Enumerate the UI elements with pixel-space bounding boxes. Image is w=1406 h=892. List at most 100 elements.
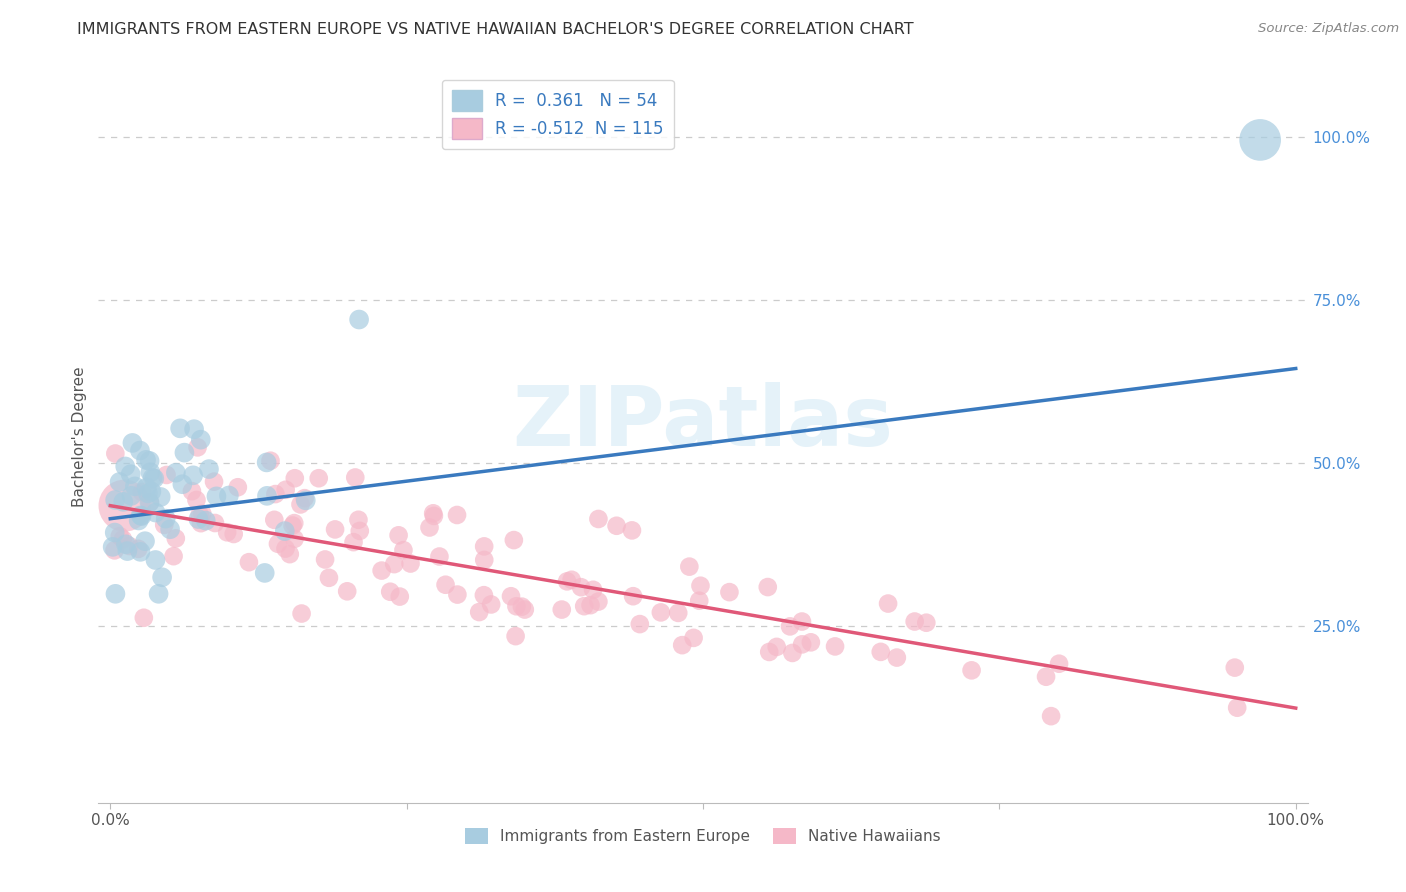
Point bbox=[682, 631, 704, 645]
Point bbox=[155, 467, 177, 482]
Point bbox=[1226, 700, 1249, 714]
Point bbox=[139, 495, 162, 509]
Point bbox=[274, 524, 297, 538]
Point bbox=[118, 539, 141, 553]
Point bbox=[505, 629, 527, 643]
Point bbox=[112, 495, 135, 509]
Point bbox=[323, 523, 346, 537]
Point bbox=[190, 516, 212, 531]
Point bbox=[218, 488, 240, 502]
Point bbox=[204, 516, 226, 530]
Point bbox=[689, 579, 711, 593]
Point bbox=[472, 540, 495, 554]
Point bbox=[688, 593, 710, 607]
Point bbox=[129, 508, 152, 523]
Point bbox=[143, 471, 166, 485]
Point bbox=[139, 465, 162, 479]
Point bbox=[314, 552, 336, 566]
Point bbox=[499, 589, 522, 603]
Point bbox=[101, 540, 124, 554]
Point bbox=[904, 615, 927, 629]
Text: IMMIGRANTS FROM EASTERN EUROPE VS NATIVE HAWAIIAN BACHELOR'S DEGREE CORRELATION : IMMIGRANTS FROM EASTERN EUROPE VS NATIVE… bbox=[77, 22, 914, 37]
Point bbox=[877, 597, 900, 611]
Point bbox=[502, 533, 524, 547]
Point bbox=[472, 588, 495, 602]
Point bbox=[226, 480, 249, 494]
Y-axis label: Bachelor's Degree: Bachelor's Degree bbox=[72, 367, 87, 508]
Point bbox=[256, 455, 278, 469]
Point bbox=[104, 446, 127, 460]
Point bbox=[561, 573, 583, 587]
Point bbox=[194, 514, 217, 528]
Point bbox=[628, 617, 651, 632]
Point bbox=[135, 481, 157, 495]
Point bbox=[256, 489, 278, 503]
Point bbox=[790, 615, 813, 629]
Point bbox=[162, 549, 184, 564]
Point bbox=[114, 499, 136, 513]
Point bbox=[181, 468, 204, 483]
Point bbox=[800, 635, 823, 649]
Point bbox=[104, 587, 127, 601]
Point bbox=[141, 484, 163, 499]
Point bbox=[283, 532, 305, 546]
Point bbox=[792, 637, 814, 651]
Point bbox=[1040, 709, 1063, 723]
Point bbox=[380, 584, 402, 599]
Point bbox=[148, 587, 170, 601]
Point bbox=[418, 520, 440, 534]
Point bbox=[758, 645, 780, 659]
Point bbox=[290, 498, 312, 512]
Point bbox=[145, 506, 167, 520]
Point bbox=[468, 605, 491, 619]
Point bbox=[344, 470, 367, 484]
Point bbox=[150, 570, 173, 584]
Point bbox=[138, 495, 160, 509]
Point bbox=[582, 582, 605, 597]
Point bbox=[103, 543, 125, 558]
Point bbox=[198, 462, 221, 476]
Point bbox=[756, 580, 779, 594]
Point bbox=[278, 547, 301, 561]
Point bbox=[446, 508, 468, 522]
Point bbox=[159, 522, 181, 536]
Point bbox=[569, 580, 592, 594]
Point bbox=[205, 489, 228, 503]
Point bbox=[294, 491, 316, 505]
Point bbox=[1035, 670, 1057, 684]
Point bbox=[172, 477, 194, 491]
Point bbox=[765, 640, 787, 654]
Point bbox=[165, 466, 187, 480]
Point bbox=[132, 611, 155, 625]
Point bbox=[446, 588, 468, 602]
Point bbox=[621, 589, 644, 603]
Point bbox=[104, 493, 127, 508]
Point bbox=[108, 529, 131, 543]
Point bbox=[120, 489, 142, 503]
Point bbox=[138, 454, 160, 468]
Point bbox=[173, 445, 195, 459]
Point bbox=[782, 646, 804, 660]
Point bbox=[779, 619, 801, 633]
Point bbox=[202, 475, 225, 489]
Point bbox=[1047, 657, 1070, 671]
Point bbox=[136, 486, 159, 500]
Legend: Immigrants from Eastern Europe, Native Hawaiians: Immigrants from Eastern Europe, Native H… bbox=[458, 822, 948, 850]
Point bbox=[115, 537, 138, 551]
Point bbox=[308, 471, 330, 485]
Point bbox=[114, 459, 136, 474]
Point bbox=[129, 545, 152, 559]
Point bbox=[423, 508, 446, 523]
Point bbox=[259, 454, 281, 468]
Point bbox=[264, 487, 287, 501]
Point bbox=[399, 557, 422, 571]
Point bbox=[181, 484, 204, 499]
Point bbox=[108, 475, 131, 489]
Point bbox=[620, 524, 643, 538]
Point bbox=[134, 534, 156, 549]
Point bbox=[111, 532, 134, 546]
Point bbox=[238, 555, 260, 569]
Point bbox=[551, 602, 574, 616]
Point bbox=[588, 594, 610, 608]
Point bbox=[131, 485, 153, 500]
